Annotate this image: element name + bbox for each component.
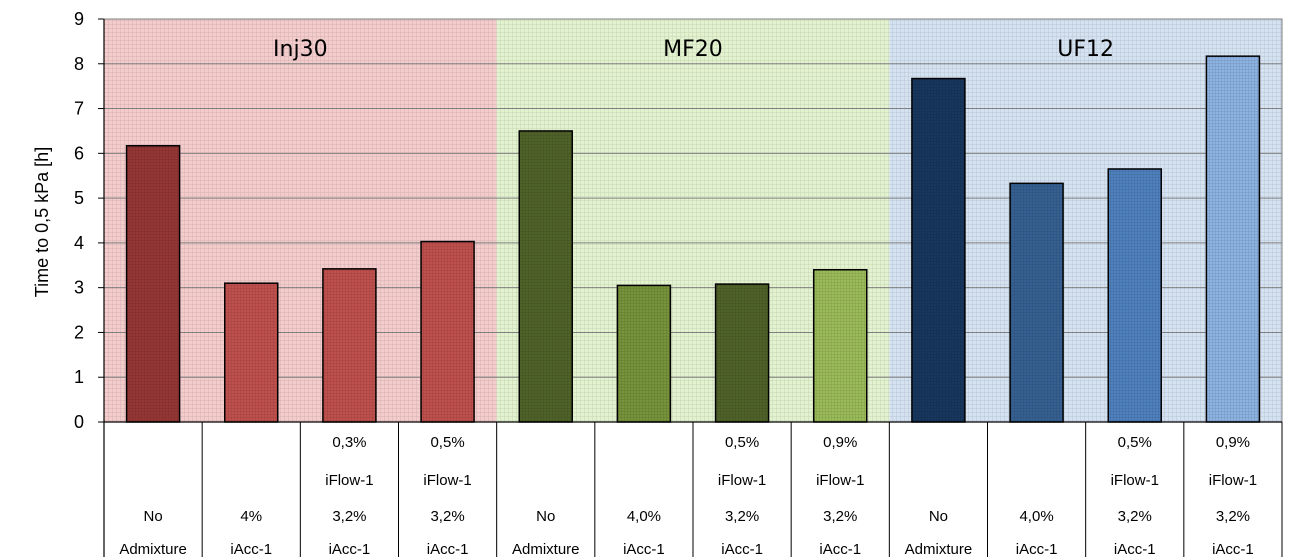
bar-texture <box>617 285 671 422</box>
x-category-label-line: Admixture <box>905 541 973 558</box>
bar-texture <box>1206 56 1260 422</box>
x-category-label-line: iFlow-1 <box>816 472 864 489</box>
x-category-label-line: 0,5% <box>725 434 759 451</box>
group-backgrounds <box>104 19 1282 422</box>
x-category-label-line: iAcc-1 <box>1114 541 1156 558</box>
bar-texture <box>126 145 180 422</box>
x-category-label-line: Admixture <box>512 541 580 558</box>
x-category-label-line: 3,2% <box>332 508 366 525</box>
bar-texture <box>322 268 376 422</box>
category-labels: Inj30 MF20 UF12 No Admixture 4% iAcc-1 0,3% iFlo… <box>119 37 1257 558</box>
bar-texture <box>813 269 867 422</box>
y-tick-label: 8 <box>74 54 84 74</box>
bar-texture <box>519 130 573 422</box>
group-label: MF20 <box>663 37 723 62</box>
y-tick-label: 9 <box>74 9 84 29</box>
x-category-label-line: 4,0% <box>1019 508 1053 525</box>
x-category-label-line: 3,2% <box>1118 508 1152 525</box>
bars <box>125 55 1261 423</box>
x-category-label-line: Admixture <box>119 541 187 558</box>
x-category-label-line: iFlow-1 <box>1209 472 1257 489</box>
axes: 0 1 2 3 4 5 6 7 8 9 <box>74 9 1283 557</box>
x-category-label-line: iAcc-1 <box>427 541 469 558</box>
bar-texture <box>911 78 965 422</box>
x-category-label-line: iFlow-1 <box>423 472 471 489</box>
y-tick-label: 3 <box>74 278 84 298</box>
x-category-label-line: 3,2% <box>430 508 464 525</box>
y-tick-label: 2 <box>74 322 84 342</box>
x-category-label-line: 3,2% <box>823 508 857 525</box>
y-tick-label: 1 <box>74 367 84 387</box>
x-category-label-line: iAcc-1 <box>819 541 861 558</box>
x-category-label-line: 0,9% <box>823 434 857 451</box>
y-tick-label: 5 <box>74 188 84 208</box>
bar-texture <box>1010 183 1064 422</box>
x-category-label-line: 0,5% <box>1118 434 1152 451</box>
x-category-label-line: iAcc-1 <box>721 541 763 558</box>
y-axis-title: Time to 0,5 kPa [h] <box>32 147 52 297</box>
bar-texture <box>224 283 278 422</box>
x-category-label-line: 3,2% <box>725 508 759 525</box>
x-category-label-line: iAcc-1 <box>230 541 272 558</box>
x-category-label-line: iFlow-1 <box>718 472 766 489</box>
x-category-label-line: iAcc-1 <box>623 541 665 558</box>
bar-texture <box>1108 169 1162 422</box>
x-category-label-line: iFlow-1 <box>325 472 373 489</box>
x-category-label-line: iAcc-1 <box>1016 541 1058 558</box>
x-category-label-line: No <box>929 508 948 525</box>
y-tick-label: 4 <box>74 233 84 253</box>
group-label: UF12 <box>1057 37 1114 62</box>
group-label: Inj30 <box>273 37 328 62</box>
x-category-label-line: 0,5% <box>430 434 464 451</box>
bar-texture <box>715 284 769 422</box>
x-category-label-line: 4,0% <box>627 508 661 525</box>
bar-texture <box>421 241 475 422</box>
x-category-label-line: 3,2% <box>1216 508 1250 525</box>
x-category-label-line: iAcc-1 <box>1212 541 1254 558</box>
x-category-label-line: No <box>143 508 162 525</box>
x-category-label-line: iFlow-1 <box>1111 472 1159 489</box>
y-tick-label: 6 <box>74 143 84 163</box>
x-category-label-line: No <box>536 508 555 525</box>
x-category-label-line: 4% <box>240 508 262 525</box>
x-category-label-line: iAcc-1 <box>329 541 371 558</box>
y-tick-label: 0 <box>74 412 84 432</box>
x-category-label-line: 0,3% <box>332 434 366 451</box>
x-category-label-line: 0,9% <box>1216 434 1250 451</box>
y-tick-label: 7 <box>74 99 84 119</box>
